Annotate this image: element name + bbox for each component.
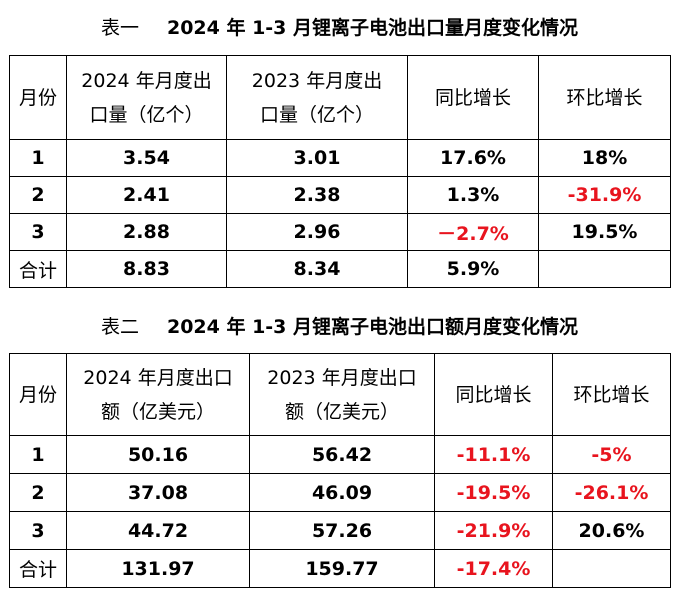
table2-yoy: -21.9% <box>434 511 553 550</box>
table1-yoy: 1.3% <box>407 176 539 214</box>
table2-header-month: 月份 <box>9 353 67 436</box>
table2-mom <box>552 549 671 588</box>
table1-value-2024: 3.54 <box>66 139 227 177</box>
table1: 月份 2024 年月度出口量（亿个） 2023 年月度出口量（亿个） 同比增长 … <box>9 55 671 288</box>
table1-value-2024: 2.88 <box>66 213 227 251</box>
table2-month: 1 <box>9 435 67 474</box>
table-row: 2 37.08 46.09 -19.5% -26.1% <box>9 473 671 512</box>
table1-value-2023: 3.01 <box>226 139 408 177</box>
table2-header-row: 月份 2024 年月度出口额（亿美元） 2023 年月度出口额（亿美元） 同比增… <box>9 353 671 436</box>
table2-value-2024: 50.16 <box>66 435 250 474</box>
table2-mom: -5% <box>552 435 671 474</box>
table1-header-2023: 2023 年月度出口量（亿个） <box>226 55 408 140</box>
table1-value-2023: 8.34 <box>226 250 408 288</box>
table1-header-yoy: 同比增长 <box>407 55 539 140</box>
table2-mom: 20.6% <box>552 511 671 550</box>
table1-mom: 19.5% <box>538 213 671 251</box>
table2-header-yoy: 同比增长 <box>434 353 553 436</box>
table2-caption: 表二 2024 年 1-3 月锂离子电池出口额月度变化情况 <box>0 312 679 339</box>
table2-value-2023: 56.42 <box>249 435 435 474</box>
table2-yoy: -19.5% <box>434 473 553 512</box>
table2-month: 2 <box>9 473 67 512</box>
table2-header-2023: 2023 年月度出口额（亿美元） <box>249 353 435 436</box>
table2-value-2024: 131.97 <box>66 549 250 588</box>
table1-yoy: －2.7% <box>407 213 539 251</box>
table2-title: 2024 年 1-3 月锂离子电池出口额月度变化情况 <box>166 316 579 338</box>
table2-yoy: -11.1% <box>434 435 553 474</box>
table1-value-2024: 2.41 <box>66 176 227 214</box>
table1-month: 3 <box>9 213 67 251</box>
table2-mom: -26.1% <box>552 473 671 512</box>
table1-header-month: 月份 <box>9 55 67 140</box>
table2-value-2023: 57.26 <box>249 511 435 550</box>
table2-month: 3 <box>9 511 67 550</box>
table2-value-2023: 46.09 <box>249 473 435 512</box>
table2-yoy: -17.4% <box>434 549 553 588</box>
table2-header-2024: 2024 年月度出口额（亿美元） <box>66 353 250 436</box>
table1-month: 1 <box>9 139 67 177</box>
table2-value-2023: 159.77 <box>249 549 435 588</box>
table1-value-2023: 2.38 <box>226 176 408 214</box>
table-row: 2 2.41 2.38 1.3% -31.9% <box>9 176 671 214</box>
table1-label: 表一 <box>100 17 139 39</box>
table1-header-2024: 2024 年月度出口量（亿个） <box>66 55 227 140</box>
table-row: 3 2.88 2.96 －2.7% 19.5% <box>9 213 671 251</box>
table2-value-2024: 37.08 <box>66 473 250 512</box>
table-row: 1 3.54 3.01 17.6% 18% <box>9 139 671 177</box>
table1-value-2023: 2.96 <box>226 213 408 251</box>
table1-month: 合计 <box>9 250 67 288</box>
table1-month: 2 <box>9 176 67 214</box>
table-row-total: 合计 131.97 159.77 -17.4% <box>9 549 671 588</box>
table1-yoy: 5.9% <box>407 250 539 288</box>
table1-yoy: 17.6% <box>407 139 539 177</box>
table1-mom: 18% <box>538 139 671 177</box>
table2-label: 表二 <box>100 316 139 338</box>
table2-value-2024: 44.72 <box>66 511 250 550</box>
table2-header-mom: 环比增长 <box>552 353 671 436</box>
table2-month: 合计 <box>9 549 67 588</box>
table-row: 3 44.72 57.26 -21.9% 20.6% <box>9 511 671 550</box>
table1-caption: 表一 2024 年 1-3 月锂离子电池出口量月度变化情况 <box>0 13 679 40</box>
table-row: 1 50.16 56.42 -11.1% -5% <box>9 435 671 474</box>
table-row-total: 合计 8.83 8.34 5.9% <box>9 250 671 288</box>
table1-title: 2024 年 1-3 月锂离子电池出口量月度变化情况 <box>166 17 579 39</box>
table1-value-2024: 8.83 <box>66 250 227 288</box>
table1-header-mom: 环比增长 <box>538 55 671 140</box>
table2: 月份 2024 年月度出口额（亿美元） 2023 年月度出口额（亿美元） 同比增… <box>9 353 671 588</box>
table1-mom <box>538 250 671 288</box>
table1-mom: -31.9% <box>538 176 671 214</box>
table1-header-row: 月份 2024 年月度出口量（亿个） 2023 年月度出口量（亿个） 同比增长 … <box>9 55 671 140</box>
